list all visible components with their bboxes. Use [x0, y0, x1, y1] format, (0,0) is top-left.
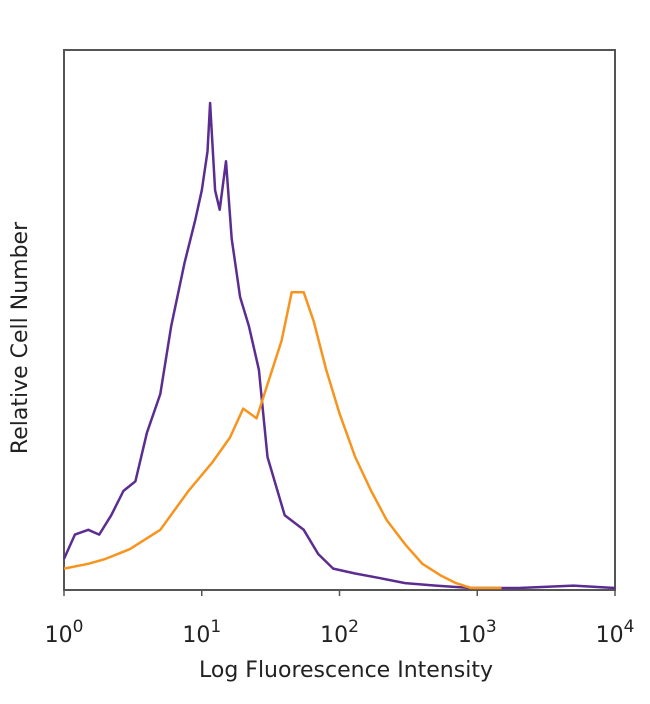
- y-axis-label: Relative Cell Number: [8, 221, 33, 454]
- series-layer: [62, 101, 616, 590]
- x-tick-label-2: 102: [320, 617, 359, 648]
- x-tick-layer: 100 101 102 103 104: [45, 590, 635, 648]
- x-tick-label-4: 104: [596, 617, 635, 648]
- series-line-2: [63, 290, 502, 590]
- plot-frame: [63, 49, 616, 591]
- x-tick-label-3: 103: [458, 617, 497, 648]
- x-tick-label-0: 100: [45, 617, 84, 648]
- x-tick-label-1: 101: [182, 617, 221, 648]
- series-line-1: [62, 101, 616, 590]
- x-axis-label: Log Fluorescence Intensity: [199, 658, 493, 683]
